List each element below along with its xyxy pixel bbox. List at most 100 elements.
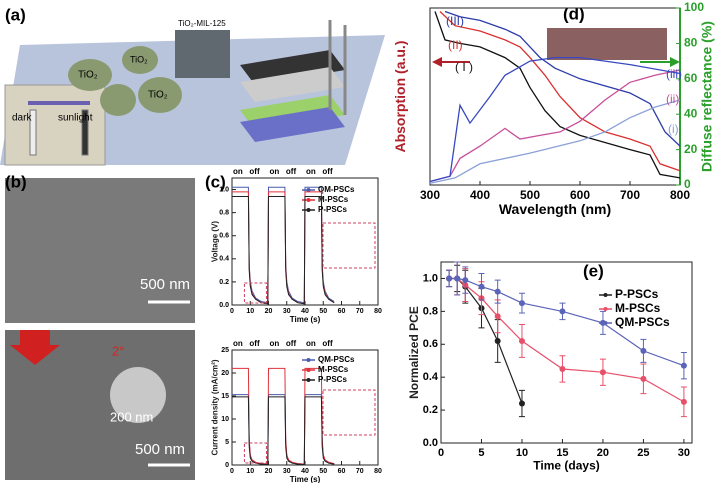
data-point [518,400,525,407]
x-tick-label: 15 [556,447,568,459]
y2-tick-label: 80 [684,36,698,50]
y-tick-label: 0.8 [423,305,438,317]
series-line [449,277,685,403]
zoom-box [322,389,376,436]
y-tick-label: 1.0 [423,272,438,284]
panel-label: (e) [583,261,604,280]
legend-label: P-PSCs [318,375,347,384]
series-line [232,396,335,466]
y-axis-label: Normalized PCE [407,306,421,399]
state-label: on [233,167,243,176]
y-axis-label: Absorption (a.u.) [392,41,408,153]
label: TiO₂ [78,70,98,81]
x-tick-label: 400 [470,188,490,202]
x-tick-label: 0 [230,308,234,315]
y-tick-label: 25 [221,347,229,354]
panel-a: (a) dark sunlight TiO₂ TiO₂ TiO₂ TiO₂-MI… [0,5,385,166]
state-label: off [249,339,260,348]
curve-label: (i) [668,122,679,136]
y-tick-label: 0.4 [423,371,439,383]
legend-marker [306,188,311,192]
legend-label: QM-PSCs [318,355,355,364]
y-tick-label: 20 [221,370,229,377]
x-tick-label: 10 [516,447,528,459]
y2-axis-label: Diffuse reflectance (%) [698,21,714,172]
curve-label: (iii) [666,67,682,81]
data-point [680,398,687,405]
x-tick-label: 40 [301,468,309,475]
particle [100,84,136,116]
legend-marker [603,293,608,297]
label: TiO₂ [130,54,148,64]
photo-vials [4,84,106,166]
series-line [434,11,681,179]
data-point [478,283,485,290]
label: TiO₂ [148,90,168,101]
x-axis-label: Wavelength (nm) [499,201,611,217]
series-line [449,277,685,367]
particle [122,46,158,74]
layer [240,50,345,85]
x-axis-label: Time (s) [290,475,321,483]
x-tick-label: 800 [670,188,690,202]
y-tick-label: 0.2 [219,279,229,286]
x-tick-label: 10 [246,308,254,315]
panel-label: (c) [205,172,226,191]
curve-label: (II) [448,38,463,52]
y2-tick-label: 100 [684,0,704,14]
x-tick-label: 20 [265,308,273,315]
x-tick-label: 80 [374,468,382,475]
state-label: off [286,339,297,348]
legend-marker [603,307,608,311]
y2-tick-label: 40 [684,106,698,120]
legend-label: QM-PSCs [318,185,355,194]
x-tick-label: 30 [678,447,690,459]
data-point [494,337,501,344]
inset-photos [547,28,667,60]
data-point [680,362,687,369]
data-point [518,300,525,307]
droplet [110,367,166,423]
x-tick-label: 25 [637,447,649,459]
scale-label: 500 nm [140,276,190,293]
zoom-region [243,282,267,304]
sem-image [5,178,195,323]
x-tick-label: 70 [356,308,364,315]
series-line [232,196,335,305]
curve-label: (III) [446,14,464,28]
inset-photo [175,30,230,78]
data-point [494,288,501,295]
x-tick-label: 20 [597,447,609,459]
panel-label: (b) [5,172,27,191]
data-point [494,313,501,320]
x-tick-label: 40 [301,308,309,315]
legend-marker [306,358,311,362]
scale-label: 200 nm [110,409,153,424]
x-tick-label: 30 [283,308,291,315]
data-point [640,347,647,354]
particle [68,59,112,91]
y-tick-label: 0.0 [219,302,229,309]
y-tick-label: 0.2 [423,404,438,416]
y-axis-label: Current density (mA/cm²) [210,359,219,455]
x-tick-label: 300 [420,188,440,202]
y-tick-label: 0.4 [219,256,229,263]
y-tick-label: 0.6 [423,338,438,350]
x-tick-label: 500 [520,188,540,202]
data-point [559,365,566,372]
series-line [429,99,681,184]
label: TiO₂-MIL-125 [178,19,226,28]
state-label: on [270,167,280,176]
x-tick-label: 5 [478,447,484,459]
x-tick-label: 60 [338,468,346,475]
legend-label: M-PSCs [318,365,349,374]
label: dark [12,113,32,124]
layer [240,107,345,142]
x-tick-label: 60 [338,308,346,315]
x-tick-label: 700 [620,188,640,202]
x-tick-label: 600 [570,188,590,202]
legend-label: P-PSCs [615,287,659,301]
legend-marker [603,321,608,325]
zoom-box [322,222,376,269]
